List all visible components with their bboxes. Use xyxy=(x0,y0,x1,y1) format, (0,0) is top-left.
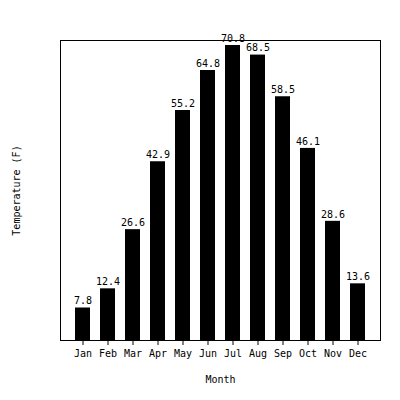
svg-text:Mar: Mar xyxy=(124,348,142,359)
svg-text:12.4: 12.4 xyxy=(96,276,120,287)
svg-text:42.9: 42.9 xyxy=(146,149,170,160)
svg-text:Sep: Sep xyxy=(274,348,292,359)
svg-text:Dec: Dec xyxy=(349,348,367,359)
svg-text:Apr: Apr xyxy=(149,348,167,359)
svg-text:Jul: Jul xyxy=(224,348,242,359)
svg-text:26.6: 26.6 xyxy=(121,217,145,228)
svg-text:Aug: Aug xyxy=(249,348,267,359)
svg-text:Oct: Oct xyxy=(299,348,317,359)
svg-text:Jan: Jan xyxy=(74,348,92,359)
svg-text:7.8: 7.8 xyxy=(74,295,92,306)
svg-text:Temperature (F): Temperature (F) xyxy=(11,145,22,235)
svg-text:Jun: Jun xyxy=(199,348,217,359)
svg-text:64.8: 64.8 xyxy=(196,58,220,69)
svg-text:58.5: 58.5 xyxy=(271,84,295,95)
svg-text:55.2: 55.2 xyxy=(171,98,195,109)
svg-text:Nov: Nov xyxy=(324,348,342,359)
svg-text:May: May xyxy=(174,348,192,359)
svg-text:28.6: 28.6 xyxy=(321,209,345,220)
svg-text:68.5: 68.5 xyxy=(246,42,270,53)
svg-text:70.8: 70.8 xyxy=(221,33,245,44)
svg-text:13.6: 13.6 xyxy=(346,271,370,282)
svg-text:Feb: Feb xyxy=(99,348,117,359)
svg-text:46.1: 46.1 xyxy=(296,136,320,147)
svg-text:Month: Month xyxy=(205,374,235,385)
